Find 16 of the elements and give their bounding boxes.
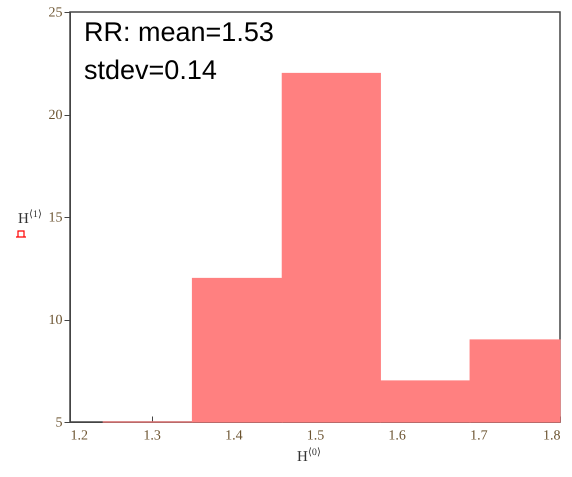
x-tick-label: 1.3	[143, 428, 161, 444]
y-axis-title: H$^{⟨1⟩}$	[18, 208, 42, 228]
y-tick-label: 20	[48, 108, 62, 123]
y-tick-label: 5	[56, 416, 62, 430]
x-tick-label: 1.7	[470, 428, 488, 444]
annotation: RR: mean=1.53	[84, 17, 274, 47]
x-tick-label: 1.8	[543, 428, 560, 444]
y-tick-label: 25	[48, 6, 62, 20]
y-tick-label: 10	[48, 313, 62, 328]
x-tick-label: 1.4	[225, 428, 243, 444]
y-tick-label: 15	[48, 210, 62, 226]
x-axis-title: H$^{⟨0⟩}$	[297, 446, 321, 466]
annotation: stdev=0.14	[84, 55, 217, 85]
x-tick-label: 1.6	[388, 428, 406, 444]
x-tick-label: 1.5	[306, 428, 324, 444]
x-tick-label: 1.2	[70, 428, 88, 444]
